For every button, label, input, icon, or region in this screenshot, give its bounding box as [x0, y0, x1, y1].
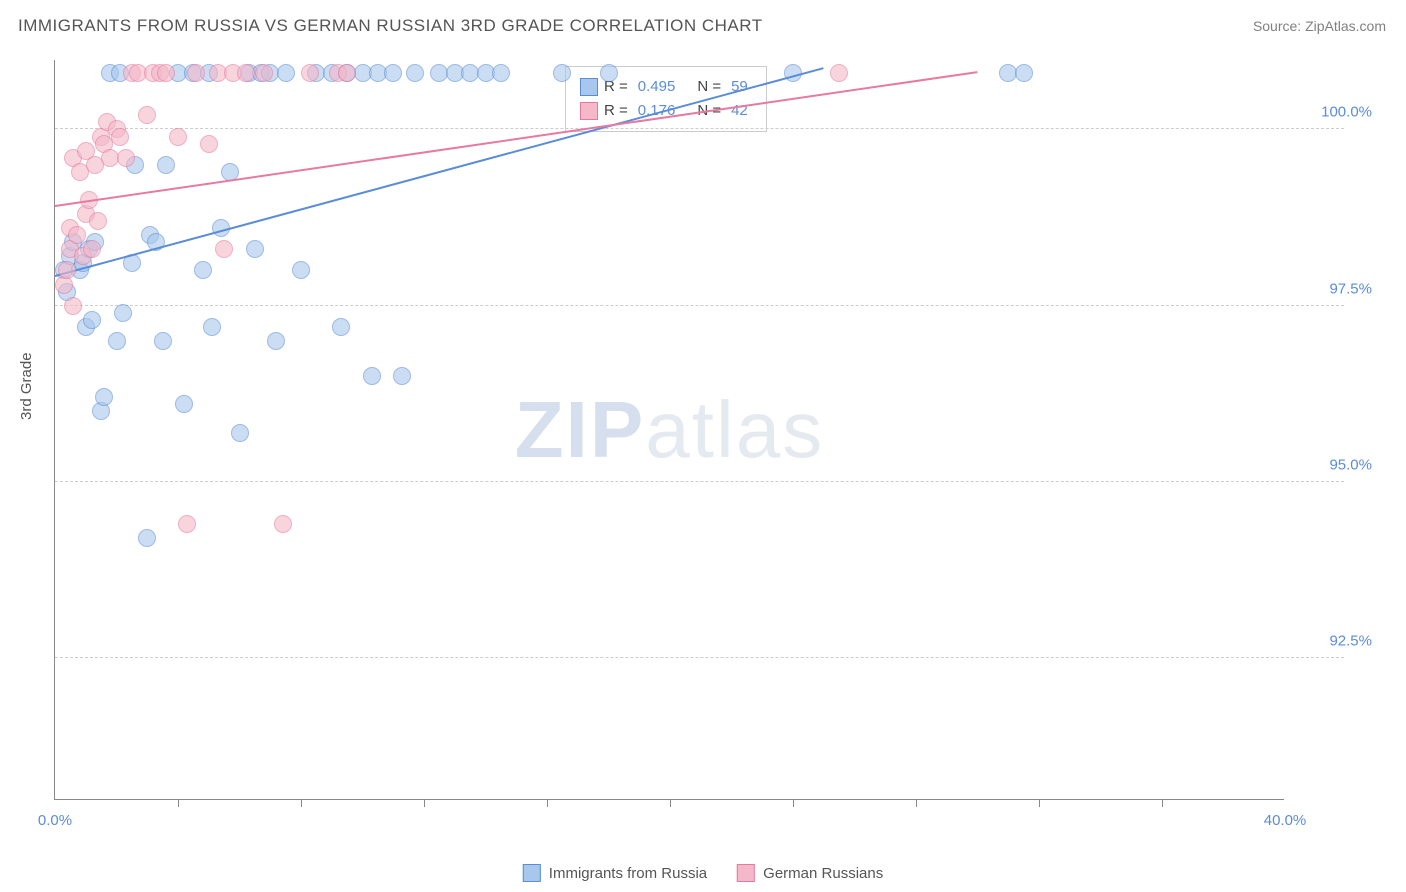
series-legend: Immigrants from Russia German Russians — [523, 864, 883, 882]
legend-swatch — [580, 102, 598, 120]
grid-line — [55, 305, 1344, 306]
data-point — [600, 64, 618, 82]
data-point — [138, 529, 156, 547]
x-tick-label: 0.0% — [38, 812, 72, 829]
data-point — [178, 515, 196, 533]
legend-r-label: R = — [604, 99, 628, 123]
legend-r-value: 0.495 — [638, 75, 676, 99]
data-point — [215, 240, 233, 258]
data-point — [393, 367, 411, 385]
data-point — [292, 261, 310, 279]
x-tick-label: 40.0% — [1264, 812, 1307, 829]
data-point — [274, 515, 292, 533]
data-point — [363, 367, 381, 385]
chart-title: IMMIGRANTS FROM RUSSIA VS GERMAN RUSSIAN… — [18, 16, 763, 36]
data-point — [83, 240, 101, 258]
data-point — [267, 332, 285, 350]
y-tick-label: 97.5% — [1329, 280, 1372, 297]
data-point — [157, 156, 175, 174]
legend-label: German Russians — [763, 865, 883, 882]
y-axis-label: 3rd Grade — [18, 352, 35, 420]
data-point — [277, 64, 295, 82]
data-point — [169, 128, 187, 146]
y-tick-label: 92.5% — [1329, 633, 1372, 650]
y-tick-label: 95.0% — [1329, 456, 1372, 473]
data-point — [338, 64, 356, 82]
x-tick — [547, 799, 548, 807]
data-point — [108, 332, 126, 350]
data-point — [83, 311, 101, 329]
grid-line — [55, 657, 1344, 658]
x-tick — [793, 799, 794, 807]
x-tick — [424, 799, 425, 807]
data-point — [492, 64, 510, 82]
data-point — [89, 212, 107, 230]
y-tick-label: 100.0% — [1321, 104, 1372, 121]
data-point — [255, 64, 273, 82]
data-point — [237, 64, 255, 82]
data-point — [200, 135, 218, 153]
grid-line — [55, 128, 1344, 129]
data-point — [246, 240, 264, 258]
legend-swatch — [737, 864, 755, 882]
legend-label: Immigrants from Russia — [549, 865, 707, 882]
grid-line — [55, 481, 1344, 482]
data-point — [175, 395, 193, 413]
data-point — [117, 149, 135, 167]
watermark-zip: ZIP — [515, 385, 645, 474]
data-point — [58, 261, 76, 279]
chart-container: IMMIGRANTS FROM RUSSIA VS GERMAN RUSSIAN… — [0, 0, 1406, 892]
data-point — [384, 64, 402, 82]
legend-n-value: 59 — [731, 75, 748, 99]
data-point — [138, 106, 156, 124]
legend-n-value: 42 — [731, 99, 748, 123]
x-tick — [178, 799, 179, 807]
x-tick — [916, 799, 917, 807]
x-tick — [670, 799, 671, 807]
source-label: Source: ZipAtlas.com — [1253, 18, 1386, 34]
data-point — [553, 64, 571, 82]
data-point — [406, 64, 424, 82]
data-point — [187, 64, 205, 82]
data-point — [830, 64, 848, 82]
correlation-legend: R =0.495N =59R =0.176N =42 — [565, 66, 767, 132]
data-point — [68, 226, 86, 244]
data-point — [114, 304, 132, 322]
watermark-atlas: atlas — [645, 385, 824, 474]
x-tick — [1039, 799, 1040, 807]
data-point — [64, 297, 82, 315]
data-point — [1015, 64, 1033, 82]
data-point — [157, 64, 175, 82]
data-point — [332, 318, 350, 336]
data-point — [194, 261, 212, 279]
data-point — [203, 318, 221, 336]
trend-line — [55, 71, 978, 207]
bottom-legend-item: Immigrants from Russia — [523, 864, 707, 882]
x-tick — [301, 799, 302, 807]
data-point — [301, 64, 319, 82]
watermark: ZIPatlas — [515, 384, 824, 476]
data-point — [111, 128, 129, 146]
x-tick — [1162, 799, 1163, 807]
data-point — [231, 424, 249, 442]
data-point — [95, 388, 113, 406]
bottom-legend-item: German Russians — [737, 864, 883, 882]
legend-swatch — [580, 78, 598, 96]
legend-swatch — [523, 864, 541, 882]
data-point — [154, 332, 172, 350]
plot-area: ZIPatlas R =0.495N =59R =0.176N =42 92.5… — [54, 60, 1284, 800]
